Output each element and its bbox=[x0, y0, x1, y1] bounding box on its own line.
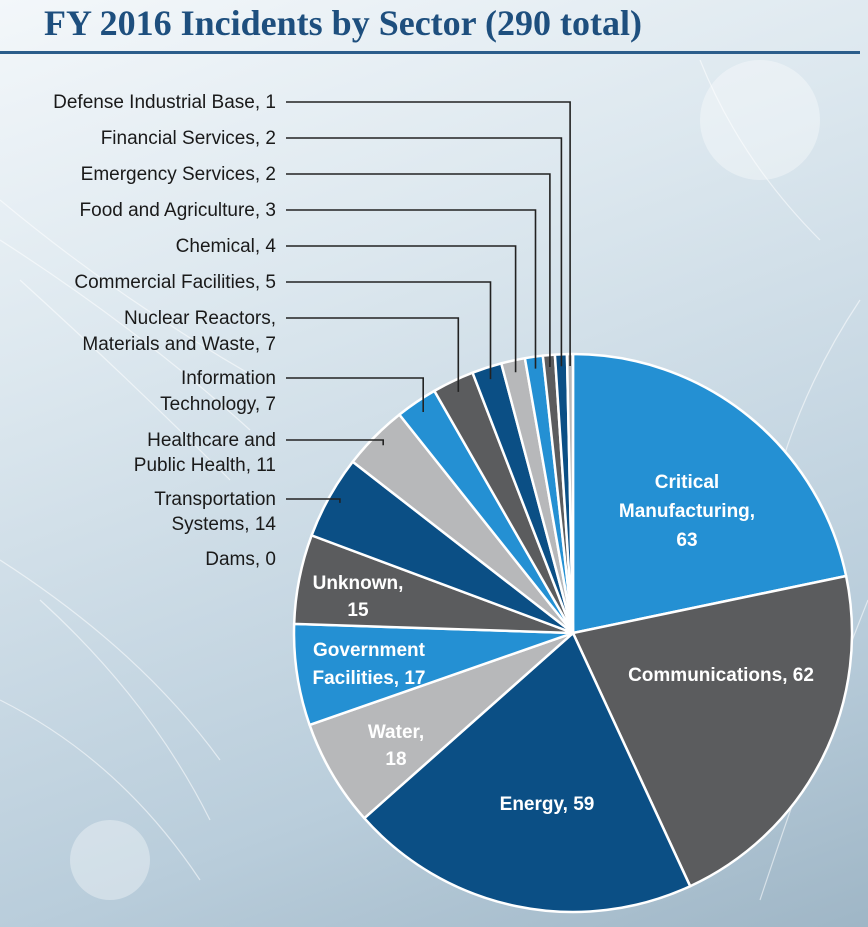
leader-lines bbox=[286, 101, 571, 503]
slice-label-transportation-systems: Transportation bbox=[154, 489, 276, 510]
slice-label-healthcare-and-public-health: Healthcare and bbox=[147, 430, 276, 451]
slice-label-unknown: 15 bbox=[347, 600, 369, 621]
chart-title: FY 2016 Incidents by Sector (290 total) bbox=[44, 3, 642, 43]
leader-line-food-and-agriculture bbox=[286, 209, 537, 369]
pie-slice-energy bbox=[363, 631, 692, 914]
slice-label-critical-manufacturing: 63 bbox=[676, 530, 697, 551]
pie-slices bbox=[292, 352, 854, 914]
slice-label-critical-manufacturing: Critical bbox=[655, 472, 719, 493]
slice-label-transportation-systems: Systems, 14 bbox=[171, 514, 276, 535]
slice-label-financial-services: Financial Services, 2 bbox=[101, 128, 276, 149]
slice-label-nuclear-reactors-materials-and-waste: Nuclear Reactors, bbox=[124, 308, 276, 329]
leader-line-defense-industrial-base bbox=[286, 101, 571, 366]
slice-label-government-facilities: Facilities, 17 bbox=[312, 668, 425, 689]
slice-label-water: 18 bbox=[385, 749, 406, 770]
leader-line-emergency-services bbox=[286, 173, 551, 367]
leader-line-nuclear-reactors-materials-and-waste bbox=[286, 317, 460, 392]
slice-label-defense-industrial-base: Defense Industrial Base, 1 bbox=[53, 92, 276, 113]
slice-label-nuclear-reactors-materials-and-waste: Materials and Waste, 7 bbox=[82, 334, 276, 355]
pie-slice-critical-manufacturing bbox=[571, 352, 848, 635]
leader-line-healthcare-and-public-health bbox=[286, 439, 384, 446]
slice-label-critical-manufacturing: Manufacturing, bbox=[619, 501, 755, 522]
leader-line-financial-services bbox=[286, 137, 563, 367]
slice-label-information-technology: Information bbox=[181, 368, 276, 389]
slice-label-chemical: Chemical, 4 bbox=[176, 236, 277, 257]
leader-line-commercial-facilities bbox=[286, 281, 492, 380]
leader-line-transportation-systems bbox=[286, 498, 341, 503]
slice-label-information-technology: Technology, 7 bbox=[160, 394, 276, 415]
slice-label-water: Water, bbox=[368, 722, 424, 743]
slice-label-communications: Communications, 62 bbox=[628, 665, 814, 686]
slice-label-dams: Dams, 0 bbox=[205, 549, 276, 570]
slice-label-energy: Energy, 59 bbox=[500, 794, 595, 815]
title-divider bbox=[0, 51, 860, 54]
slice-labels: Critical Manufacturing, 63 Communications, … bbox=[53, 92, 814, 815]
slice-label-healthcare-and-public-health: Public Health, 11 bbox=[134, 455, 276, 476]
slice-label-government-facilities: Government bbox=[313, 640, 426, 661]
slice-label-emergency-services: Emergency Services, 2 bbox=[81, 164, 276, 185]
slice-label-unknown: Unknown, bbox=[313, 573, 404, 594]
pie-slice-communications bbox=[571, 574, 854, 888]
leader-line-information-technology bbox=[286, 377, 424, 412]
slice-label-commercial-facilities: Commercial Facilities, 5 bbox=[74, 272, 276, 293]
slice-label-food-and-agriculture: Food and Agriculture, 3 bbox=[80, 200, 276, 221]
leader-line-chemical bbox=[286, 245, 517, 373]
